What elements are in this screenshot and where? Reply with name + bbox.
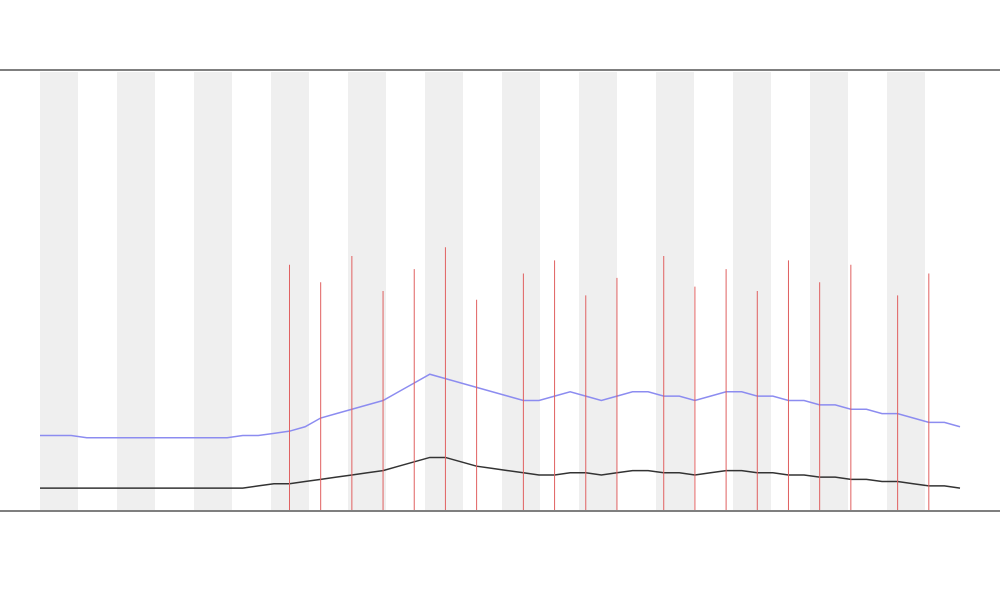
band bbox=[502, 72, 540, 510]
band bbox=[656, 72, 694, 510]
series-line bbox=[40, 456, 961, 489]
band bbox=[887, 72, 925, 510]
series-line bbox=[40, 373, 961, 439]
band bbox=[579, 72, 617, 510]
band bbox=[40, 72, 78, 510]
band bbox=[117, 72, 155, 510]
band bbox=[425, 72, 463, 510]
band bbox=[194, 72, 232, 510]
band bbox=[733, 72, 771, 510]
band bbox=[348, 72, 386, 510]
band bbox=[271, 72, 309, 510]
band bbox=[810, 72, 848, 510]
